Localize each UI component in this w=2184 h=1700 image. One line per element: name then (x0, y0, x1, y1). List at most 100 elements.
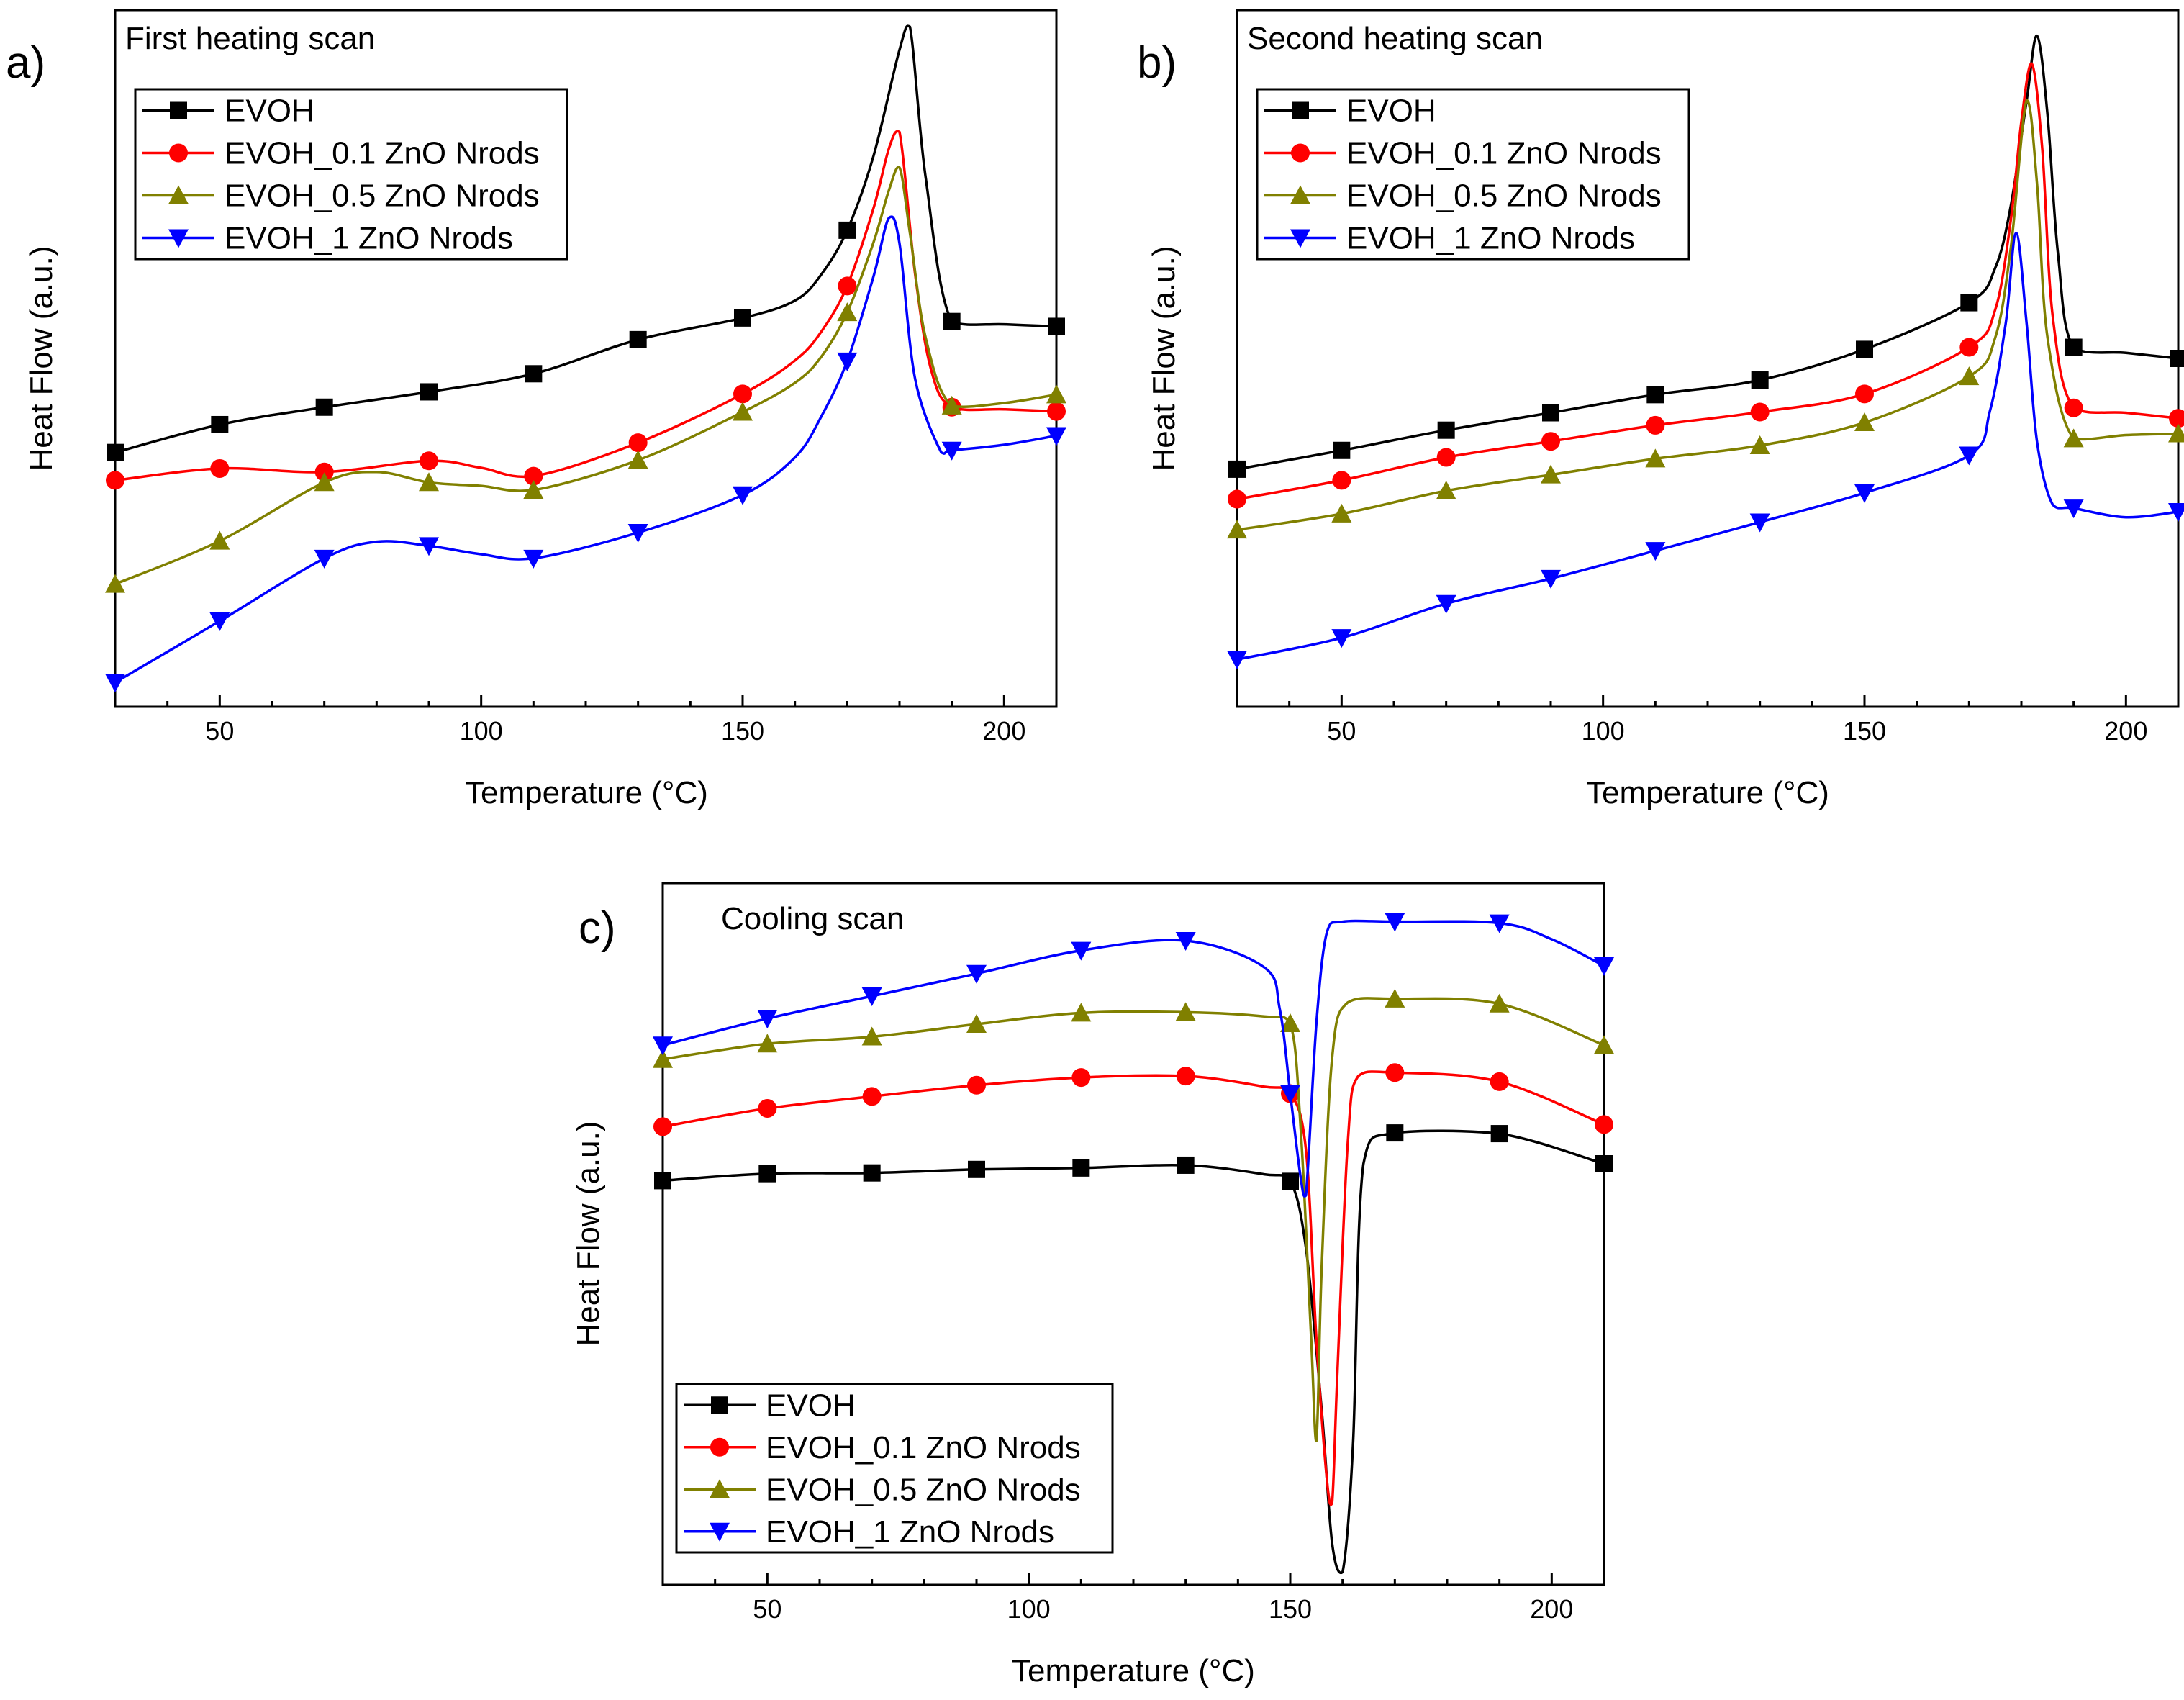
data-point-marker (653, 1117, 672, 1136)
legend-label: EVOH_0.5 ZnO Nrods (1346, 178, 1662, 214)
x-axis-label-a: Temperature (°C) (465, 775, 708, 810)
data-point-marker (1856, 340, 1873, 358)
panel-letter-b: b) (1137, 38, 1177, 88)
data-point-marker (1749, 435, 1770, 454)
data-point-marker (968, 1160, 985, 1178)
legend-b: EVOH EVOH_0.1 ZnO Nrods EVOH_0.5 ZnO Nrods… (1256, 88, 1690, 261)
data-point-marker (314, 549, 335, 569)
series-line (1236, 99, 2179, 531)
data-point-marker (861, 987, 882, 1006)
legend-label: EVOH (225, 94, 314, 129)
data-point-marker (2063, 499, 2084, 519)
legend-box (1256, 88, 1690, 261)
data-point-marker (1749, 513, 1770, 533)
data-point-marker (1333, 441, 1351, 459)
data-point-marker (105, 674, 125, 693)
data-point-marker (1071, 1003, 1092, 1022)
legend-marker (170, 101, 187, 119)
chart-title-c: Cooling scan (721, 901, 904, 936)
data-point-marker (1490, 1125, 1508, 1143)
data-point-marker (758, 1098, 777, 1118)
x-tick-label: 200 (1530, 1594, 1573, 1624)
data-point-marker (315, 398, 333, 416)
legend-label: EVOH_1 ZnO Nrods (1346, 221, 1635, 256)
legend-marker (1290, 185, 1310, 204)
x-tick-label: 50 (1327, 716, 1356, 746)
data-point-marker (1176, 1067, 1195, 1086)
data-point-marker (523, 549, 544, 569)
data-point-marker (1646, 415, 1665, 435)
data-point-marker (629, 330, 647, 348)
data-point-marker (1751, 371, 1769, 389)
series-line (114, 166, 1057, 586)
data-point-marker (1541, 569, 1561, 589)
series-line (114, 130, 1057, 482)
data-point-marker (966, 1013, 987, 1033)
data-point-marker (2169, 409, 2184, 428)
data-point-marker (420, 383, 438, 401)
data-point-marker (1489, 993, 1510, 1013)
data-point-marker (734, 309, 751, 327)
series-line (1236, 35, 2179, 471)
series-line (1236, 232, 2179, 661)
series-line (662, 1129, 1605, 1575)
data-point-marker (314, 462, 334, 481)
data-point-marker (419, 472, 439, 492)
panel-letter-c: c) (579, 903, 616, 953)
legend-marker (710, 1437, 729, 1457)
data-point-marker (2168, 502, 2184, 522)
data-point-marker (1646, 386, 1664, 404)
data-point-marker (1854, 412, 1875, 432)
data-point-marker (1046, 384, 1066, 404)
data-point-marker (1645, 448, 1666, 468)
x-tick-label: 200 (982, 716, 1025, 746)
data-point-marker (1175, 931, 1196, 951)
chart-title-a: First heating scan (125, 21, 375, 56)
legend-marker (1290, 229, 1310, 248)
data-point-marker (861, 1026, 882, 1046)
data-point-marker (1436, 480, 1456, 499)
panel-b-second-heating: b) Second heating scan Temperature (°C) … (1137, 9, 2184, 810)
series-line (662, 1070, 1605, 1506)
data-point-marker (525, 365, 543, 383)
data-point-marker (1750, 402, 1770, 422)
data-point-marker (1855, 384, 1874, 404)
data-point-marker (1594, 957, 1614, 977)
data-point-marker (627, 450, 648, 469)
data-point-marker (757, 1010, 778, 1029)
legend-label: EVOH_0.1 ZnO Nrods (766, 1430, 1081, 1465)
data-point-marker (837, 352, 858, 371)
data-point-marker (1436, 594, 1456, 614)
data-point-marker (1960, 294, 1978, 312)
x-axis-ticks-a: 50 100 150 200 (114, 695, 1058, 746)
data-point-marker (420, 451, 438, 471)
data-point-marker (1280, 1085, 1300, 1104)
data-point-marker (1594, 1035, 1614, 1054)
data-point-marker (1854, 484, 1875, 503)
data-point-marker (654, 1172, 671, 1190)
x-axis-ticks-b: 50 100 150 200 (1236, 695, 2180, 746)
data-point-marker (524, 466, 543, 486)
data-point-marker (1542, 404, 1559, 422)
data-point-marker (1959, 446, 1980, 466)
legend-marker (710, 1522, 730, 1542)
data-point-marker (1046, 427, 1066, 446)
data-point-marker (210, 458, 230, 478)
data-point-marker (1227, 520, 1247, 539)
legend-marker (168, 229, 189, 248)
x-tick-label: 100 (1007, 1594, 1051, 1624)
legend-label: EVOH_1 ZnO Nrods (225, 221, 513, 256)
legend-marker (710, 1479, 730, 1498)
data-point-marker (733, 402, 753, 421)
data-point-marker (2064, 398, 2083, 417)
data-point-marker (2168, 423, 2184, 443)
series-line (114, 215, 1057, 684)
legend-marker (711, 1396, 728, 1414)
legend-label: EVOH_0.1 ZnO Nrods (1346, 136, 1662, 171)
data-point-marker (2063, 428, 2084, 448)
x-tick-label: 150 (721, 716, 764, 746)
data-point-marker (1436, 448, 1456, 467)
data-point-marker (1490, 1072, 1509, 1091)
data-point-marker (943, 312, 961, 330)
legend-label: EVOH_1 ZnO Nrods (766, 1514, 1054, 1550)
